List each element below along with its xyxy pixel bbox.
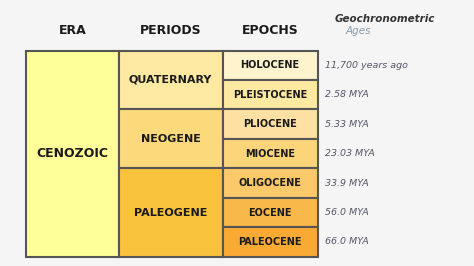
Text: 66.0 MYA: 66.0 MYA — [325, 238, 368, 247]
Bar — [223, 109, 318, 139]
Text: PERIODS: PERIODS — [140, 24, 201, 37]
Bar — [26, 51, 118, 257]
Bar — [118, 109, 223, 168]
Text: PLIOCENE: PLIOCENE — [243, 119, 297, 129]
Bar — [118, 51, 223, 109]
Bar — [223, 51, 318, 80]
Text: MIOCENE: MIOCENE — [245, 149, 295, 159]
Text: PALEOGENE: PALEOGENE — [134, 207, 207, 218]
Text: ERA: ERA — [58, 24, 86, 37]
Text: 56.0 MYA: 56.0 MYA — [325, 208, 368, 217]
Bar — [118, 168, 223, 257]
Text: OLIGOCENE: OLIGOCENE — [239, 178, 301, 188]
Text: QUATERNARY: QUATERNARY — [129, 75, 212, 85]
Text: CENOZOIC: CENOZOIC — [36, 147, 108, 160]
Text: EPOCHS: EPOCHS — [242, 24, 299, 37]
Bar — [223, 139, 318, 168]
Bar — [223, 227, 318, 257]
Text: Geochronometric: Geochronometric — [334, 14, 435, 24]
Text: 23.03 MYA: 23.03 MYA — [325, 149, 374, 158]
Bar — [223, 168, 318, 198]
Text: Ages: Ages — [346, 26, 372, 36]
Text: 5.33 MYA: 5.33 MYA — [325, 120, 368, 129]
Text: HOLOCENE: HOLOCENE — [241, 60, 300, 70]
Text: EOCENE: EOCENE — [248, 207, 292, 218]
Text: PALEOCENE: PALEOCENE — [238, 237, 302, 247]
Bar — [223, 80, 318, 109]
Text: NEOGENE: NEOGENE — [141, 134, 201, 144]
Text: 33.9 MYA: 33.9 MYA — [325, 178, 368, 188]
Text: PLEISTOCENE: PLEISTOCENE — [233, 90, 307, 100]
Bar — [223, 198, 318, 227]
Text: 2.58 MYA: 2.58 MYA — [325, 90, 368, 99]
Text: 11,700 years ago: 11,700 years ago — [325, 61, 408, 70]
